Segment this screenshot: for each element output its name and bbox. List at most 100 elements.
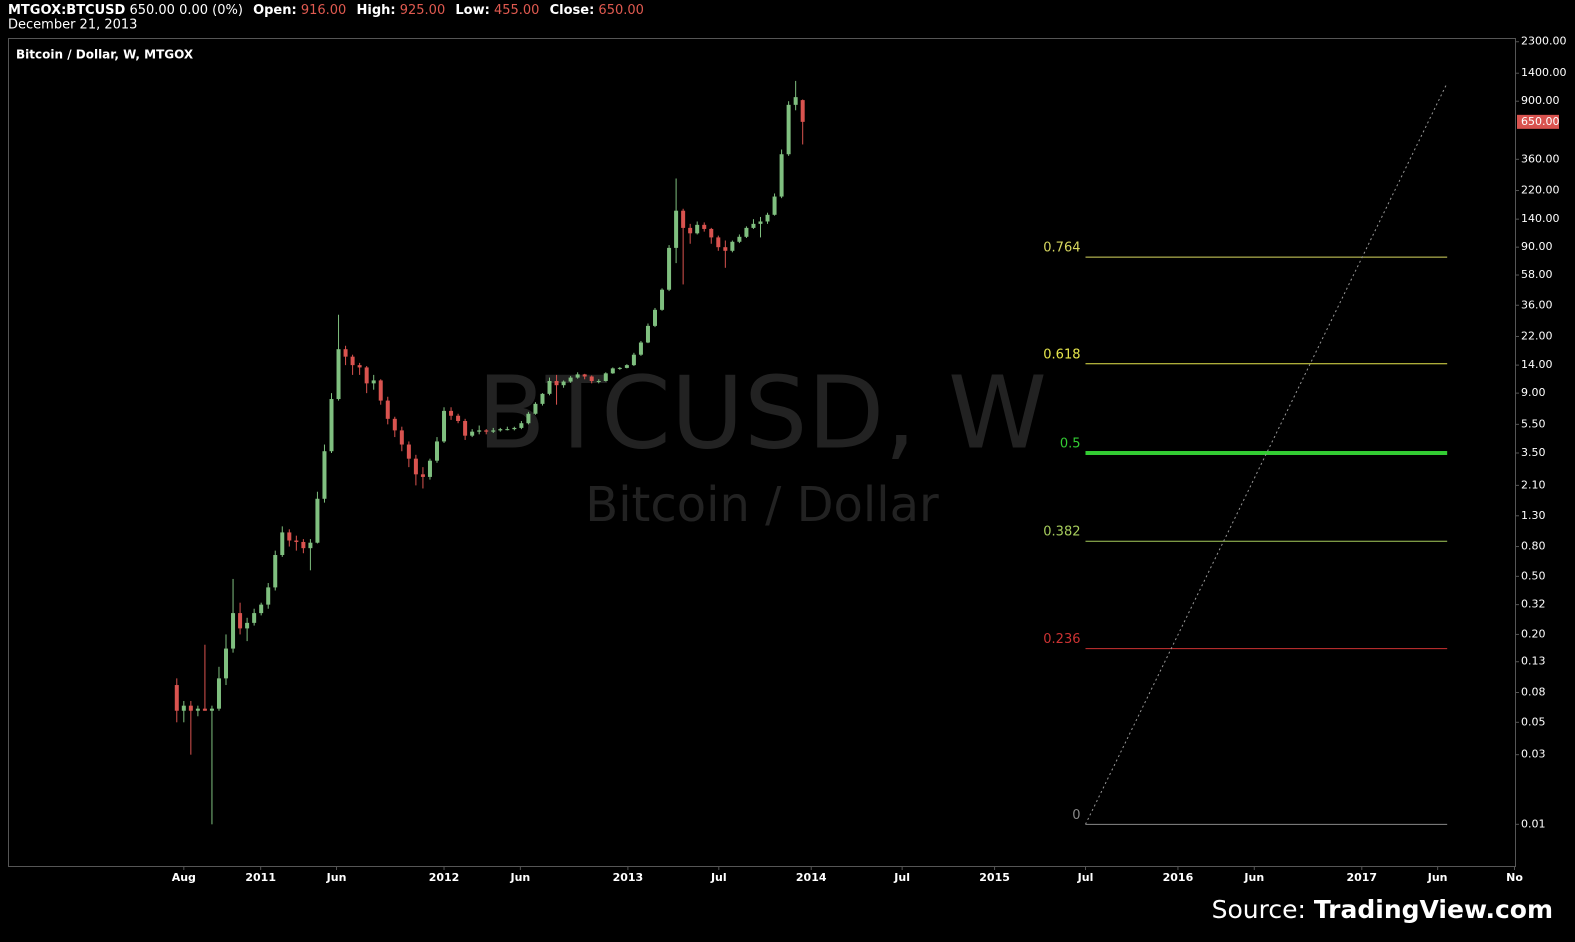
candle-body <box>406 444 411 459</box>
y-tick-label: 0.20 <box>1521 627 1546 640</box>
y-tick-label: 0.32 <box>1521 598 1546 611</box>
candle-body <box>582 374 587 377</box>
y-tick-label: 9.00 <box>1521 386 1546 399</box>
x-tick-label: Jun <box>1243 871 1264 884</box>
candle-body <box>470 431 475 436</box>
candle-body <box>174 685 179 711</box>
y-tick-label: 2300.00 <box>1521 35 1567 48</box>
candle-body <box>216 678 221 709</box>
fib-label: 0.236 <box>1043 632 1080 647</box>
candle-body <box>568 377 573 382</box>
candle-body <box>674 210 679 248</box>
y-tick-label: 22.00 <box>1521 329 1553 342</box>
y-tick-label: 900.00 <box>1521 94 1560 107</box>
candle-body <box>793 97 798 105</box>
candle-body <box>442 410 447 442</box>
fib-label: 0.764 <box>1043 241 1080 256</box>
candle-body <box>315 498 320 543</box>
candle-body <box>695 224 700 234</box>
y-tick-label: 14.00 <box>1521 358 1553 371</box>
candle-body <box>688 227 693 234</box>
candle-body <box>449 410 454 416</box>
x-tick-label: 2013 <box>613 871 644 884</box>
candle-body <box>231 613 236 649</box>
candle-body <box>737 236 742 242</box>
candle-body <box>195 708 200 711</box>
candle-body <box>772 196 777 215</box>
x-tick-label: No <box>1506 871 1523 884</box>
candle-body <box>716 237 721 248</box>
candle-body <box>575 374 580 378</box>
x-tick-label: 2012 <box>429 871 460 884</box>
x-tick-label: Jun <box>1427 871 1448 884</box>
x-tick-label: Jun <box>509 871 530 884</box>
candle-body <box>308 542 313 549</box>
candle-body <box>533 403 538 414</box>
candle-body <box>526 413 531 424</box>
y-tick-label: 360.00 <box>1521 152 1560 165</box>
candle-body <box>491 430 496 432</box>
candle-body <box>238 613 243 629</box>
candle-body <box>463 420 468 436</box>
candle-body <box>624 365 629 368</box>
x-tick-label: 2011 <box>245 871 276 884</box>
candle-body <box>456 415 461 421</box>
candle-body <box>498 429 503 431</box>
candle-body <box>631 354 636 366</box>
candle-body <box>427 460 432 477</box>
quote-header: MTGOX:BTCUSD 650.00 0.00 (0%) Open: 916.… <box>8 3 644 18</box>
source-site: TradingView.com <box>1314 895 1553 924</box>
candle-body <box>434 441 439 461</box>
candle-body <box>681 210 686 228</box>
candle-body <box>596 380 601 382</box>
candle-body <box>723 247 728 251</box>
candle-body <box>259 604 264 614</box>
candle-body <box>350 356 355 366</box>
y-tick-label: 0.01 <box>1521 817 1546 830</box>
candle-body <box>589 376 594 381</box>
low-label: Low: <box>455 3 489 18</box>
candle-body <box>765 214 770 222</box>
symbol: MTGOX:BTCUSD <box>8 3 126 18</box>
low-value: 455.00 <box>494 3 540 18</box>
candle-body <box>287 532 292 541</box>
y-tick-label: 36.00 <box>1521 298 1553 311</box>
candle-body <box>181 705 186 711</box>
candle-body <box>224 648 229 679</box>
x-tick-label: Jul <box>1077 871 1094 884</box>
x-tick-label: 2017 <box>1346 871 1377 884</box>
candle-body <box>638 342 643 355</box>
candle-body <box>512 427 517 430</box>
candle-body <box>505 429 510 431</box>
candle-body <box>730 241 735 251</box>
candle-body <box>378 380 383 401</box>
y-tick-label: 0.80 <box>1521 540 1546 553</box>
candle-body <box>413 458 418 475</box>
candle-body <box>392 418 397 431</box>
candle-body <box>800 100 805 122</box>
close-label: Close: <box>550 3 595 18</box>
candle-body <box>617 367 622 369</box>
candle-body <box>343 349 348 357</box>
chart-legend: Bitcoin / Dollar, W, MTGOX <box>16 48 194 62</box>
x-tick-label: Jun <box>326 871 347 884</box>
candle-body <box>758 221 763 224</box>
candle-body <box>519 423 524 428</box>
y-tick-label: 2.10 <box>1521 478 1546 491</box>
fib-label: 0.618 <box>1043 347 1080 362</box>
open-value: 916.00 <box>301 3 347 18</box>
candle-body <box>399 430 404 445</box>
y-tick-label: 58.00 <box>1521 268 1553 281</box>
candle-body <box>645 325 650 343</box>
candle-body <box>266 587 271 605</box>
candle-body <box>202 708 207 711</box>
candle-body <box>540 393 545 404</box>
watermark-subtitle: Bitcoin / Dollar <box>585 477 939 533</box>
candle-body <box>547 380 552 394</box>
source: Source: TradingView.com <box>1212 895 1553 924</box>
y-tick-label: 0.03 <box>1521 748 1546 761</box>
candle-body <box>484 430 489 432</box>
fib-label: 0 <box>1072 808 1080 823</box>
